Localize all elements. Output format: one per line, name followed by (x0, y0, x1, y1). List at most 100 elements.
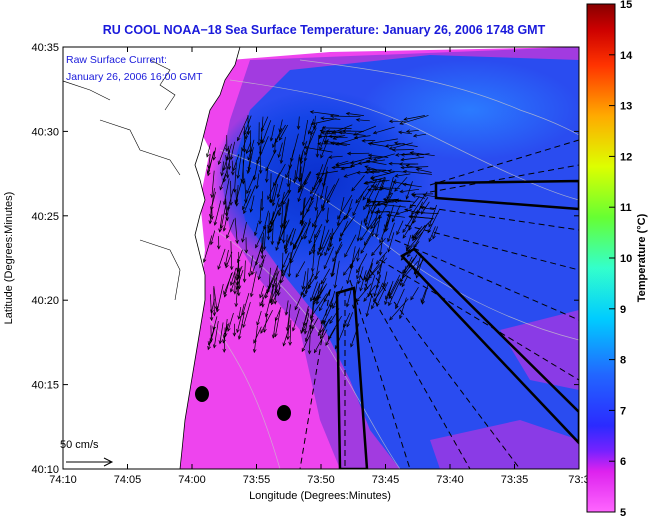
current-vector-head (371, 305, 375, 310)
x-axis-label: Longitude (Degrees:Minutes) (249, 490, 391, 502)
current-vector-head (364, 278, 369, 283)
current-vector-head (258, 169, 263, 175)
current-vector-shaft (271, 219, 274, 245)
current-vector-shaft (260, 310, 273, 334)
current-vector (248, 255, 254, 278)
mooring-dot-1 (195, 386, 209, 402)
current-vector-head (248, 272, 252, 278)
current-vector (320, 116, 341, 121)
current-vector-head (405, 195, 410, 200)
current-vector-shaft (210, 294, 213, 321)
current-vector (405, 164, 423, 170)
current-vector (428, 226, 436, 243)
radar-beam (349, 279, 411, 469)
colorbar-tick-label: 5 (620, 507, 626, 519)
current-vector-shaft (220, 205, 227, 229)
current-vector-head (260, 255, 265, 260)
current-vector-head (236, 258, 241, 264)
current-vector-shaft (267, 212, 275, 229)
current-vector-head (263, 328, 267, 333)
current-vector-head (229, 281, 234, 286)
current-vector-head (383, 228, 387, 233)
current-vector-head (222, 227, 227, 232)
current-vector (244, 237, 249, 254)
current-vector-head (285, 174, 289, 179)
current-vector (234, 189, 239, 204)
current-vector (293, 222, 308, 248)
current-vector-head (332, 136, 337, 140)
current-vector-shaft (386, 214, 405, 218)
current-vector (399, 115, 429, 125)
current-vector (271, 183, 279, 207)
colorbar-tick-label: 14 (620, 50, 633, 62)
current-vector-shaft (280, 136, 286, 164)
current-vector (320, 138, 329, 159)
current-vector-shaft (253, 326, 262, 344)
current-vector-head (368, 274, 372, 279)
current-vector-head (210, 206, 214, 211)
current-vector-head (267, 195, 271, 200)
sst-field (63, 47, 579, 469)
current-vector-head (243, 199, 248, 204)
current-vector-head (411, 194, 416, 198)
current-vector (262, 227, 267, 251)
current-vector-head (369, 170, 375, 174)
current-vector-head (303, 145, 308, 150)
current-vector (325, 129, 351, 133)
current-vector (296, 116, 301, 130)
current-vector (288, 320, 293, 346)
current-vector (236, 303, 245, 334)
current-vector-head (255, 261, 259, 266)
current-vector-shaft (278, 142, 283, 158)
current-vector-shaft (310, 177, 323, 201)
current-vector-shaft (383, 271, 388, 287)
current-vector-head (329, 303, 333, 308)
current-vector (353, 125, 377, 136)
current-vector (223, 318, 228, 338)
current-vector (274, 124, 286, 144)
current-vector-head (350, 163, 355, 167)
current-vector-head (259, 264, 263, 269)
overlay-label-line2: January 26, 2006 16:00 GMT (66, 71, 203, 83)
current-vector (360, 235, 372, 254)
current-vector (372, 153, 395, 161)
current-vector-shaft (352, 191, 365, 216)
current-vector-head (387, 248, 391, 253)
current-vector (302, 319, 309, 332)
current-vector-shaft (372, 176, 386, 205)
current-vector-shaft (389, 274, 401, 296)
current-vector-head (271, 202, 276, 207)
current-vector-head (353, 135, 358, 140)
current-vector (243, 115, 252, 136)
purple-patch-east (500, 310, 579, 390)
current-vector-head (229, 266, 234, 271)
current-vector-head (316, 175, 321, 181)
current-vector-shaft (402, 255, 418, 278)
current-vector-shaft (401, 275, 409, 287)
current-vector-head (319, 334, 324, 340)
current-vector (411, 194, 426, 199)
survey-box-east (434, 179, 579, 211)
y-tick-label: 40:35 (31, 42, 59, 54)
current-vector-shaft (329, 290, 336, 308)
colorbar-ticks: 5 6 7 8 9 10 11 12 13 14 15 (609, 0, 633, 519)
current-vector-head (304, 151, 308, 156)
current-vector (319, 318, 330, 340)
current-vector-head (338, 130, 343, 135)
current-vector (356, 249, 360, 262)
current-vector-shaft (223, 160, 231, 183)
colorbar-label: Temperature (°C) (636, 213, 648, 302)
current-vector-shaft (288, 177, 292, 194)
x-tick-label: 73:35 (501, 474, 529, 486)
current-vector (267, 172, 280, 200)
current-vector-head (224, 147, 229, 152)
current-vector-shaft (400, 188, 420, 193)
current-vector-head (296, 125, 301, 130)
current-vector (277, 142, 283, 159)
current-vector-head (345, 303, 350, 308)
colorbar-tick-label: 11 (620, 202, 632, 214)
current-vector-shaft (238, 306, 242, 320)
current-vector (325, 327, 336, 347)
current-vector-head (388, 191, 393, 196)
current-vector-shaft (256, 310, 262, 326)
